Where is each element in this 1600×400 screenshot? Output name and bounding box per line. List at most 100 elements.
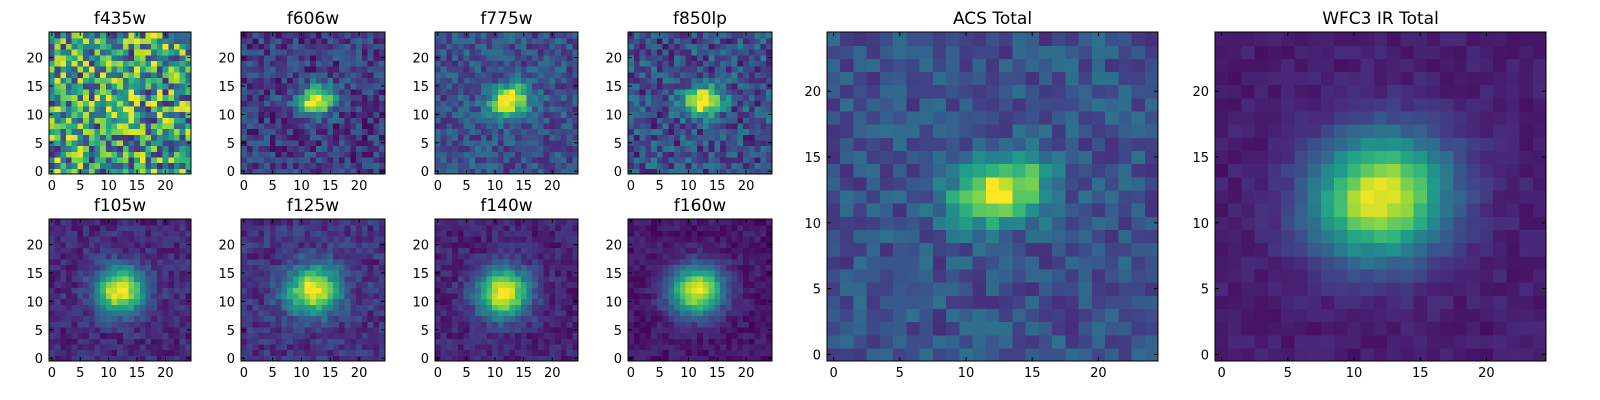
y-tick-label: 10 [412,295,429,310]
heatmap-cell [685,122,692,130]
heatmap-cell [440,94,448,101]
heatmap-cell [71,145,78,152]
heatmap-cell [179,71,186,79]
heatmap-cell [737,156,744,164]
heatmap-cell [315,168,323,175]
heatmap-cell [628,71,635,79]
heatmap-cell [60,270,67,277]
heatmap-cell [503,258,510,266]
heatmap-cell [766,134,773,141]
heatmap-cell [440,49,448,56]
heatmap-cell [344,88,352,96]
heatmap-cell [338,275,346,283]
heatmap-cell [54,247,61,254]
heatmap-cell [367,321,375,328]
heatmap-cell [162,230,169,237]
heatmap-cell [463,241,470,248]
heatmap-cell [379,292,386,300]
heatmap-cell [287,304,294,311]
heatmap-cell [526,355,533,362]
heatmap-cell [179,139,186,147]
heatmap-cell [139,94,147,101]
heatmap-cell [83,349,90,356]
heatmap-cell [373,343,380,351]
heatmap-cell [321,32,328,39]
heatmap-cell [156,66,164,73]
heatmap-cell [88,270,96,277]
heatmap-cell [743,66,750,73]
heatmap-cell [555,241,562,248]
heatmap-cell [708,60,715,67]
heatmap-cell [185,224,192,231]
heatmap-cell [537,168,545,175]
heatmap-cell [720,338,727,345]
heatmap-cell [66,117,73,124]
heatmap-cell [264,83,271,90]
heatmap-cell [128,247,135,254]
heatmap-cell [151,241,158,248]
heatmap-cell [77,88,84,96]
heatmap-cell [497,66,505,73]
heatmap-cell [628,134,635,141]
heatmap-cell [134,111,141,118]
heatmap-cell [463,134,470,141]
heatmap-cell [361,43,369,50]
heatmap-cell [241,128,248,135]
heatmap-cell [760,332,767,339]
heatmap-cell [748,326,756,334]
heatmap-cell [367,128,375,135]
heatmap-cell [122,71,130,79]
heatmap-cell [264,162,271,169]
heatmap-cell [179,258,186,266]
heatmap-cell [66,241,73,248]
heatmap-cell [88,326,96,334]
heatmap-cell [162,122,169,130]
heatmap-cell [509,54,516,61]
heatmap-cell [440,309,448,317]
heatmap-cell [77,253,84,260]
heatmap-cell [281,162,288,169]
heatmap-cell [258,236,265,243]
heatmap-cell [560,88,568,96]
heatmap-cell [252,281,259,288]
heatmap-cell [344,66,352,73]
heatmap-cell [435,122,442,130]
heatmap-cell [457,54,465,61]
heatmap-cell [760,321,767,328]
heatmap-cell [560,264,568,271]
heatmap-cell [515,117,522,124]
heatmap-cell [179,253,186,260]
heatmap-cell [173,275,181,283]
heatmap-cell [252,162,259,169]
heatmap-cell [549,241,556,248]
heatmap-cell [373,224,380,231]
heatmap-cell [737,88,744,96]
heatmap-cell [162,60,169,67]
heatmap-cell [77,236,84,243]
heatmap-cell [304,122,311,130]
heatmap-cell [549,338,556,345]
heatmap-cell [503,349,510,356]
heatmap-cell [246,332,254,339]
heatmap-cell [702,156,710,164]
heatmap-cell [651,326,658,334]
heatmap-cell [356,287,363,294]
heatmap-cell [77,145,84,152]
heatmap-cell [543,105,550,113]
heatmap-cell [662,32,669,39]
heatmap-cell [269,162,277,169]
heatmap-cell [520,309,528,317]
heatmap-cell [651,100,658,107]
heatmap-cell [486,32,493,39]
heatmap-cell [168,236,175,243]
heatmap-cell [252,60,259,67]
heatmap-cell [708,37,715,44]
heatmap-cell [122,241,130,248]
heatmap-cell [463,304,470,311]
heatmap-cell [156,162,164,169]
heatmap-cell [714,287,721,294]
heatmap-cell [168,49,175,56]
heatmap-cell [440,343,448,351]
heatmap-cell [708,298,715,305]
heatmap-cell [639,168,646,175]
